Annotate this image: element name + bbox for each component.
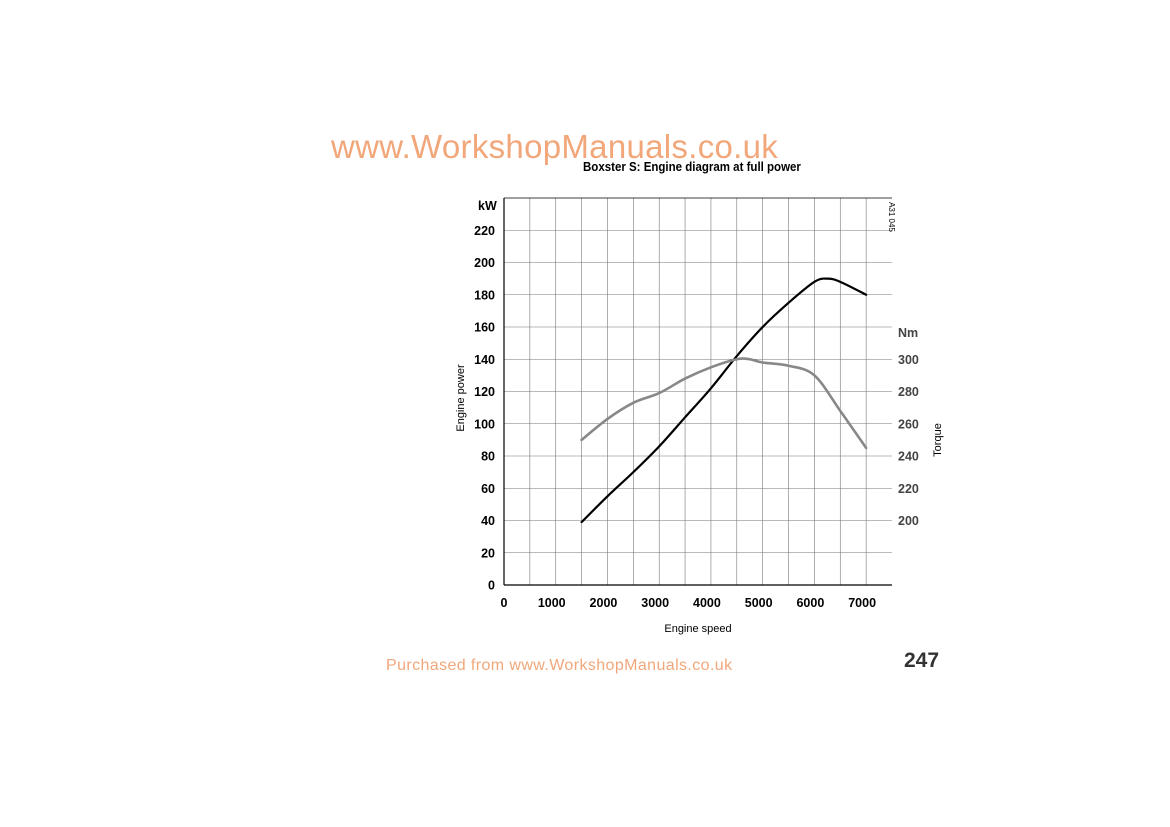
y-tick-label: 20 [481, 546, 495, 560]
ticks: 0 20 40 60 80 100 120 140 160 180 200 220 200 220 240 2… [474, 224, 919, 610]
x-tick-label: 0 [501, 596, 508, 610]
y2-tick-label: 280 [898, 385, 919, 399]
y2-tick-label: 260 [898, 417, 919, 431]
x-tick-label: 5000 [745, 596, 773, 610]
y-tick-label: 0 [488, 579, 495, 593]
y2-tick-label: 200 [898, 514, 919, 528]
y-tick-label: 200 [474, 256, 495, 270]
y-tick-label: 40 [481, 514, 495, 528]
page-number: 247 [904, 649, 940, 672]
y-tick-label: 180 [474, 288, 495, 302]
watermark-top: www.WorkshopManuals.co.uk [331, 128, 779, 165]
y-tick-label: 220 [474, 224, 495, 238]
y2-axis-label: Torque [932, 423, 944, 457]
y-tick-label: 80 [481, 450, 495, 464]
x-tick-label: 7000 [848, 596, 876, 610]
power-curve [580, 277, 868, 524]
y-tick-label: 160 [474, 321, 495, 335]
y-tick-label: 100 [474, 417, 495, 431]
y-tick-label: 120 [474, 385, 495, 399]
figure-code: A31 045 [887, 202, 896, 232]
series [580, 277, 868, 524]
y2-tick-label: 220 [898, 482, 919, 496]
y2-tick-label: 240 [898, 450, 919, 464]
chart-frame [503, 197, 892, 586]
x-tick-label: 6000 [796, 596, 824, 610]
x-tick-label: 4000 [693, 596, 721, 610]
x-tick-label: 3000 [641, 596, 669, 610]
torque-curve [580, 357, 868, 450]
x-axis-label: Engine speed [664, 623, 731, 635]
y-unit-label: kW [478, 199, 497, 213]
y-tick-label: 140 [474, 353, 495, 367]
y-tick-label: 60 [481, 482, 495, 496]
y2-unit-label: Nm [898, 326, 918, 340]
watermark-bottom: Purchased from www.WorkshopManuals.co.uk [386, 657, 733, 674]
chart-title: Boxster S: Engine diagram at full power [583, 160, 801, 174]
y2-tick-label: 300 [898, 353, 919, 367]
grid [504, 198, 892, 585]
y-axis-label: Engine power [455, 364, 467, 432]
x-tick-label: 1000 [538, 596, 566, 610]
x-tick-label: 2000 [590, 596, 618, 610]
